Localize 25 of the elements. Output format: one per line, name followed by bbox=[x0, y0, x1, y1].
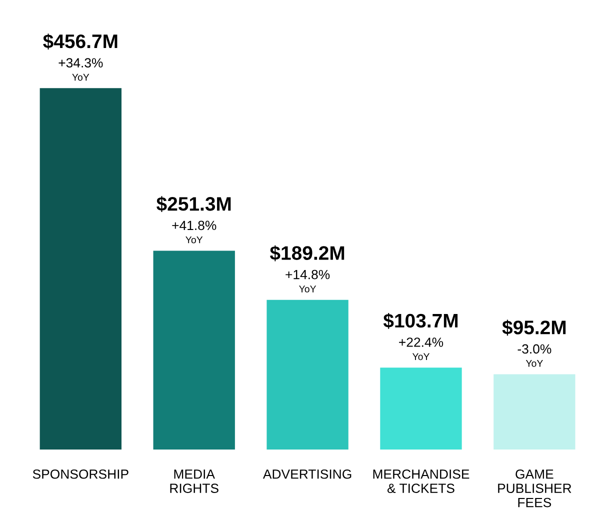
bar bbox=[380, 368, 462, 450]
x-tick-label: MEDIA RIGHTS bbox=[170, 470, 218, 493]
annotation: YoY bbox=[412, 353, 430, 360]
data-label: $456.7M bbox=[43, 34, 118, 50]
annotation: +14.8% bbox=[286, 270, 330, 280]
data-label: $189.2M bbox=[270, 245, 344, 262]
x-tick-label: ADVERTISING bbox=[262, 469, 352, 479]
annotation: YoY bbox=[72, 74, 90, 81]
x-tick-label: GAME PUBLISHER FEES bbox=[498, 469, 572, 508]
annotation: +34.3% bbox=[58, 58, 103, 68]
bar bbox=[494, 374, 576, 450]
bar bbox=[153, 250, 235, 450]
data-label: $103.7M bbox=[383, 312, 458, 329]
x-tick-label: SPONSORSHIP bbox=[32, 469, 128, 479]
annotation: YoY bbox=[186, 236, 203, 244]
bar bbox=[266, 300, 348, 450]
annotation: -3.0% bbox=[518, 344, 552, 354]
annotation: YoY bbox=[299, 286, 316, 292]
annotation: +22.4% bbox=[399, 338, 444, 347]
x-tick-label: MERCHANDISE & TICKETS bbox=[373, 469, 470, 493]
data-label: $251.3M bbox=[156, 196, 231, 212]
annotation: YoY bbox=[526, 360, 543, 367]
data-label: $95.2M bbox=[502, 320, 566, 336]
annotation: +41.8% bbox=[172, 220, 216, 230]
bar bbox=[40, 88, 122, 450]
